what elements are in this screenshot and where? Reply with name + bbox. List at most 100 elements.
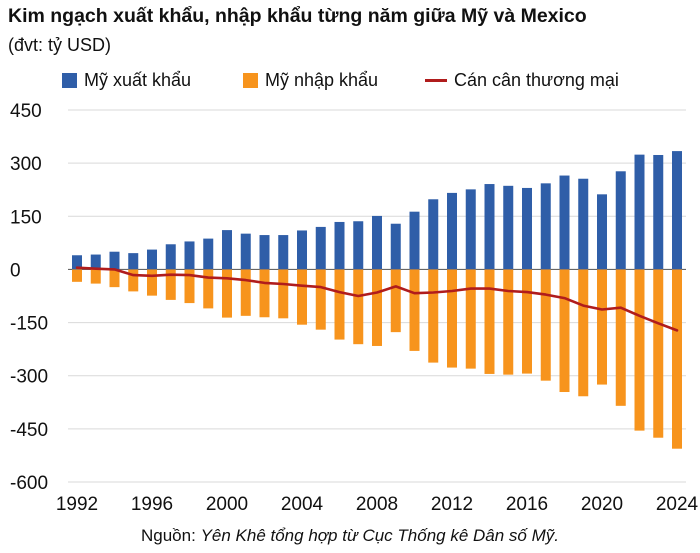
bar-export [72,255,82,270]
bar-import [522,269,532,374]
bar-import [484,269,495,374]
y-tick-label: 300 [10,154,42,175]
line-trade-balance [75,266,679,332]
bar-export [353,221,364,270]
bar-import [259,269,270,318]
bar-import [184,269,195,304]
legend-label-imports: Mỹ nhập khẩu [265,70,379,90]
legend-swatch-imports [243,73,258,88]
chart-subtitle: (đvt: tỷ USD) [8,35,112,55]
bar-export [259,235,270,270]
bar-import [315,269,326,330]
bar-export [184,241,195,270]
x-tick-label: 2020 [581,494,623,515]
bar-import [447,269,457,368]
x-tick-label: 1992 [56,494,98,515]
bar-export [634,154,645,270]
bar-export [165,244,176,270]
y-tick-label: 150 [10,207,42,228]
source-label: Nguồn: [141,526,196,545]
x-tick-label: 1996 [131,494,173,515]
bar-export [428,199,439,270]
bar-import [615,269,626,406]
x-tick-label: 2004 [281,494,324,515]
bar-import [165,269,176,300]
y-tick-label: -300 [10,367,48,388]
bar-import [372,269,382,346]
bar-import [353,269,364,345]
bar-export [128,253,139,270]
bar-export [334,221,345,270]
bar-export [672,151,682,270]
bar-export [278,235,289,270]
bar-import [672,269,682,449]
bar-import [409,269,420,351]
bar-export [222,230,232,270]
legend-line-balance [425,79,447,82]
bar-export [615,171,626,270]
x-tick-label: 2024 [656,494,699,515]
bar-import [240,269,251,316]
bar-import [390,269,401,333]
bar-import [297,269,307,325]
x-tick-label: 2008 [356,494,398,515]
legend: Mỹ xuất khẩu Mỹ nhập khẩu Cán cân thương… [0,70,700,94]
bar-export [597,194,607,270]
bar-import [597,269,607,385]
legend-label-balance: Cán cân thương mại [454,70,619,90]
bar-import [503,269,514,375]
bar-import [278,269,289,319]
bar-import [634,269,645,431]
bar-export [540,183,551,270]
legend-item-imports: Mỹ nhập khẩu [243,70,378,91]
bar-export [653,154,664,270]
bar-import [540,269,551,381]
bar-export [409,211,420,270]
bar-export [109,251,120,270]
bar-export [147,249,157,270]
y-tick-label: -600 [10,473,48,494]
bar-import [334,269,345,340]
x-tick-label: 2000 [206,494,248,515]
bar-export [522,187,532,270]
bar-import [203,269,214,309]
legend-item-balance: Cán cân thương mại [425,70,619,91]
bar-import [578,269,589,397]
bar-import [653,269,664,438]
legend-item-exports: Mỹ xuất khẩu [62,70,191,91]
bar-export [203,238,214,270]
bar-import [90,269,101,284]
bar-import [72,269,82,282]
bar-import [559,269,570,393]
legend-label-exports: Mỹ xuất khẩu [84,70,192,90]
x-tick-label: 2012 [431,494,473,515]
bar-import [465,269,476,369]
chart-title: Kim ngạch xuất khẩu, nhập khẩu từng năm … [8,5,587,27]
bar-import [222,269,232,318]
bar-export [240,233,251,270]
bar-export [484,184,495,270]
bar-export [559,175,570,270]
bar-export [578,178,589,270]
y-tick-label: 450 [10,101,42,122]
bar-export [447,192,457,270]
y-tick-label: -150 [10,314,48,335]
bar-import [128,269,139,292]
bar-export [315,226,326,270]
bar-export [372,215,382,270]
bar-export [465,189,476,270]
y-tick-label: -450 [10,420,48,441]
source-text: Yên Khê tổng hợp từ Cục Thống kê Dân số … [200,526,559,545]
y-tick-label: 0 [10,260,21,281]
bar-import [109,269,120,288]
bar-export [390,223,401,270]
bar-import [428,269,439,363]
legend-swatch-exports [62,73,77,88]
source-note: Nguồn: Yên Khê tổng hợp từ Cục Thống kê … [0,526,700,546]
bar-export [297,230,307,270]
bar-export [503,185,514,270]
x-tick-label: 2016 [506,494,548,515]
bar-export [90,254,101,270]
bar-import [147,269,157,296]
